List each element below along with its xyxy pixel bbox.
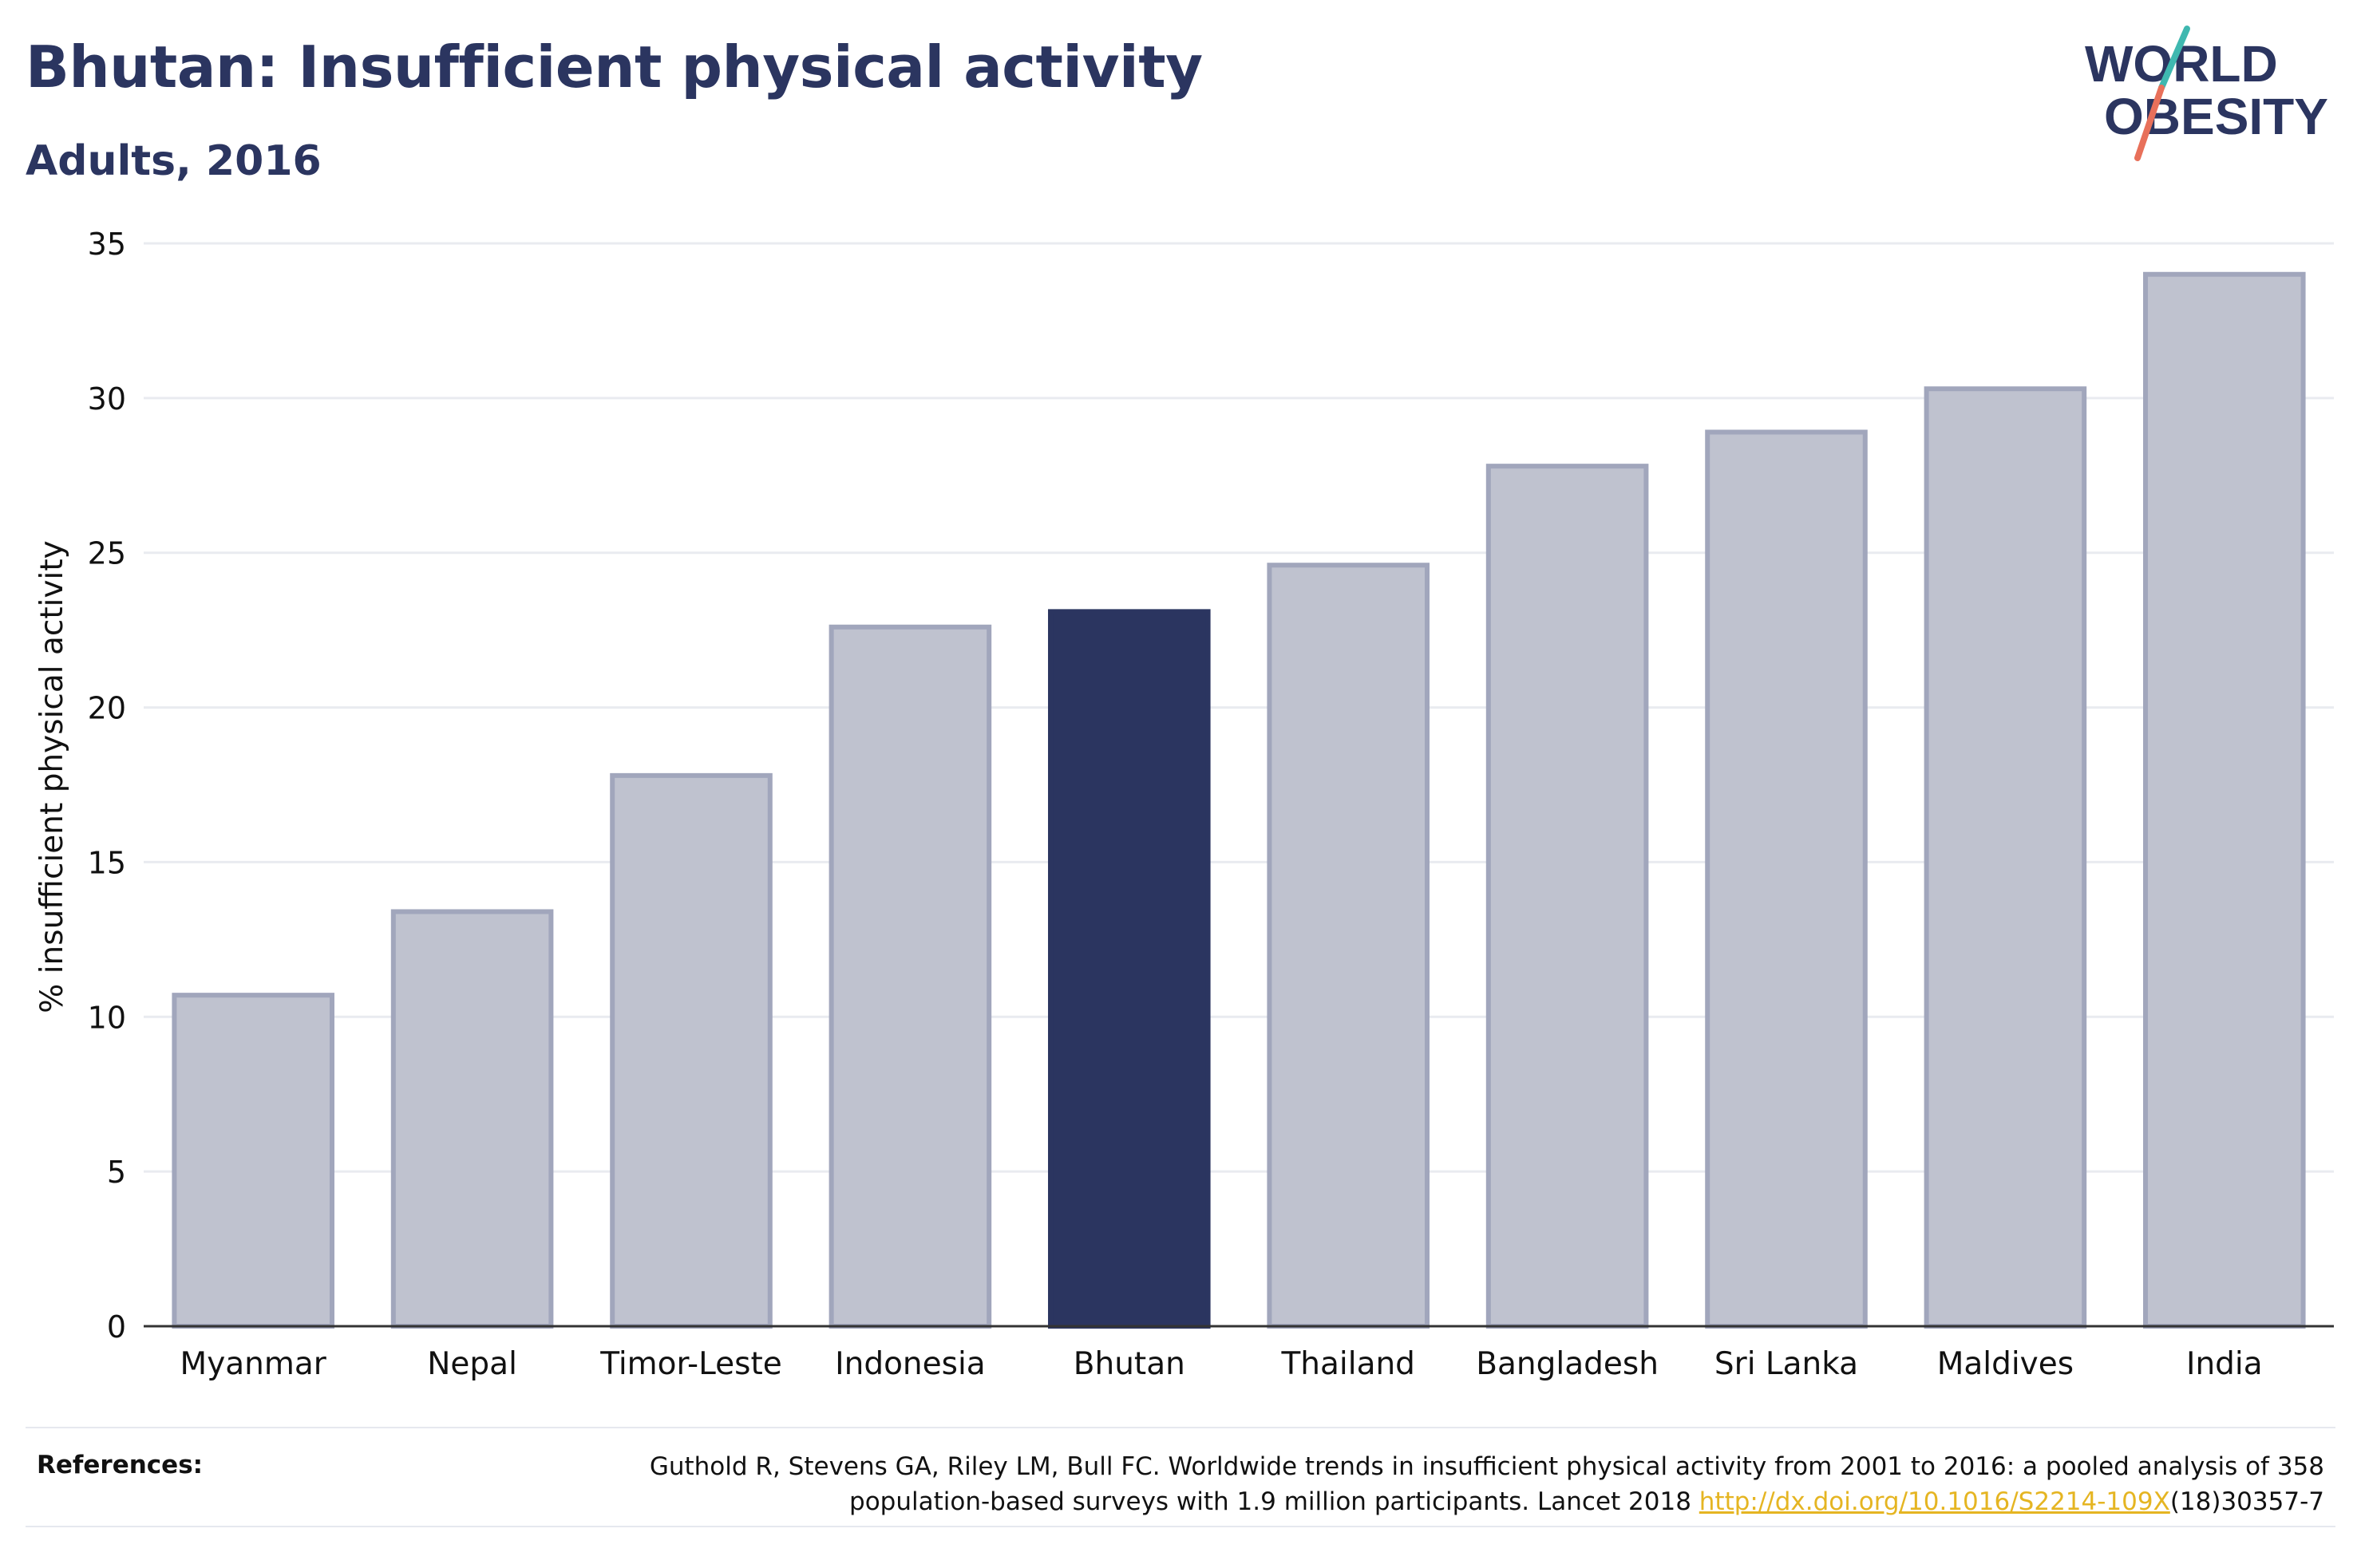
bars-layer	[172, 271, 2306, 1329]
y-tick-label: 10	[88, 1000, 126, 1035]
chart-title: Bhutan: Insufficient physical activity	[26, 34, 1203, 101]
x-tick-label: Timor-Leste	[599, 1346, 782, 1382]
y-axis-label: % insufficient physical activity	[34, 540, 70, 1013]
bar-myanmar[interactable]	[172, 993, 334, 1329]
x-tick-label: Nepal	[427, 1346, 517, 1382]
x-tick-label: Thailand	[1280, 1346, 1414, 1382]
bar-india[interactable]	[2143, 271, 2306, 1329]
bar-chart: 0 5 10 15 20 25 30 35 Myanmar Nepal Timor-Leste Ind…	[34, 227, 2334, 1382]
x-tick-label: Sri Lanka	[1714, 1346, 1858, 1382]
references-section: References: Guthold R, Stevens GA, Riley…	[26, 1427, 2335, 1527]
references-text: Guthold R, Stevens GA, Riley LM, Bull FC…	[568, 1449, 2324, 1519]
x-tick-label: India	[2186, 1346, 2263, 1382]
references-citation: Guthold R, Stevens GA, Riley LM, Bull FC…	[649, 1452, 2324, 1516]
x-tick-label: Bhutan	[1074, 1346, 1185, 1382]
x-tick-label: Myanmar	[180, 1346, 327, 1382]
bar-indonesia[interactable]	[829, 624, 992, 1329]
chart-subtitle: Adults, 2016	[26, 137, 322, 185]
y-tick-label: 0	[107, 1309, 126, 1345]
y-tick-label: 15	[88, 845, 126, 880]
bar-sri-lanka[interactable]	[1705, 429, 1868, 1329]
logo-line-obesity: OBESITY	[2104, 88, 2328, 145]
x-tick-label: Maldives	[1937, 1346, 2074, 1382]
y-tick-label: 5	[107, 1155, 126, 1190]
world-obesity-logo: WORLD OBESITY	[2085, 26, 2328, 161]
y-tick-label: 30	[88, 381, 126, 417]
bar-bangladesh[interactable]	[1485, 464, 1649, 1329]
logo-slash-teal	[2158, 26, 2190, 91]
x-tick-label: Indonesia	[835, 1346, 986, 1382]
y-tick-label: 25	[88, 536, 126, 571]
references-doi-link[interactable]: http://dx.doi.org/10.1016/S2214-109X	[1699, 1487, 2170, 1516]
bar-timor-leste[interactable]	[610, 772, 773, 1329]
bar-maldives[interactable]	[1924, 386, 2087, 1329]
references-label: References:	[37, 1451, 204, 1479]
bar-thailand[interactable]	[1267, 563, 1430, 1329]
x-tick-label: Bangladesh	[1476, 1346, 1659, 1382]
references-citation-suffix: (18)30357-7	[2169, 1487, 2324, 1516]
y-tick-label: 35	[88, 227, 126, 262]
logo-slash-coral	[2134, 85, 2165, 161]
bar-bhutan[interactable]	[1048, 609, 1211, 1329]
axis-layer: 0 5 10 15 20 25 30 35 Myanmar Nepal Timor-Leste Ind…	[88, 227, 2334, 1382]
y-tick-label: 20	[88, 691, 126, 726]
bar-nepal[interactable]	[390, 909, 554, 1329]
